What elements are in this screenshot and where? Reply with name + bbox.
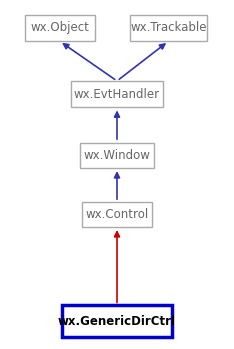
Text: wx.Object: wx.Object [30,21,89,35]
Text: wx.Window: wx.Window [84,149,150,162]
FancyBboxPatch shape [80,143,154,168]
Text: wx.Control: wx.Control [85,208,149,221]
FancyBboxPatch shape [25,15,95,41]
Text: wx.Trackable: wx.Trackable [130,21,207,35]
Text: wx.EvtHandler: wx.EvtHandler [74,88,160,101]
FancyBboxPatch shape [82,202,152,227]
Text: wx.GenericDirCtrl: wx.GenericDirCtrl [58,314,176,328]
FancyBboxPatch shape [62,305,172,337]
FancyBboxPatch shape [71,81,163,107]
FancyBboxPatch shape [130,15,207,41]
